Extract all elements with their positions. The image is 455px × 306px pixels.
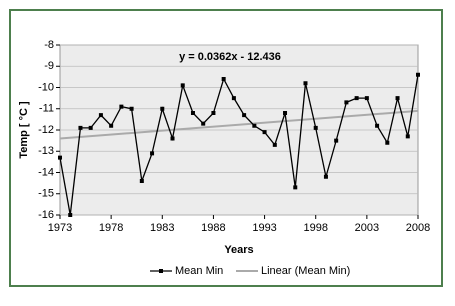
data-point (190, 111, 195, 115)
data-point (129, 106, 134, 111)
data-point (252, 123, 257, 128)
legend-marker (159, 269, 163, 273)
data-point (109, 123, 114, 128)
legend-label: Linear (Mean Min) (261, 265, 350, 277)
y-tick-label: -10 (38, 81, 54, 93)
data-point (395, 96, 400, 101)
data-point (405, 134, 410, 139)
y-tick-label: -11 (39, 103, 54, 115)
data-point (221, 77, 226, 81)
data-point (160, 106, 165, 111)
data-point (119, 104, 124, 109)
data-point (68, 213, 73, 217)
data-point (283, 111, 288, 115)
x-tick-label: 1978 (99, 222, 123, 234)
data-point (262, 130, 267, 135)
legend-label: Mean Min (175, 265, 223, 277)
y-tick-label: -16 (38, 209, 54, 221)
data-point (293, 185, 298, 190)
data-point (416, 72, 420, 77)
equation: y = 0.0362x - 12.436 (179, 51, 281, 63)
data-point (272, 142, 277, 147)
data-point (242, 113, 247, 118)
y-axis-label: Temp [ °C ] (18, 101, 30, 159)
x-tick-label: 2003 (355, 222, 379, 234)
x-tick-label: 1988 (201, 222, 225, 234)
data-point (139, 179, 144, 183)
data-point (98, 113, 103, 118)
trend-line (59, 109, 419, 140)
data-point (364, 96, 369, 101)
data-point (334, 138, 339, 143)
y-tick-label: -15 (38, 188, 54, 200)
data-point (170, 136, 175, 141)
y-tick-label: -14 (38, 166, 54, 178)
x-tick-label: 1973 (48, 222, 72, 234)
x-tick-label: 1993 (252, 222, 276, 234)
data-point (88, 125, 93, 130)
data-point (313, 125, 318, 130)
y-tick-label: -8 (44, 39, 54, 51)
x-tick-label: 2008 (406, 222, 430, 234)
data-point (385, 140, 390, 145)
data-point (211, 111, 216, 115)
data-point (323, 174, 328, 179)
data-point (78, 125, 83, 130)
data-point (58, 155, 62, 160)
x-axis-label: Years (224, 244, 253, 256)
data-point (201, 121, 206, 126)
data-point (180, 83, 185, 88)
data-point (231, 96, 236, 101)
data-point (375, 123, 380, 128)
x-tick-label: 1998 (303, 222, 327, 234)
data-point (150, 151, 155, 156)
data-point (303, 81, 308, 86)
y-tick-label: -9 (44, 60, 54, 72)
y-tick-label: -13 (38, 145, 54, 157)
data-point (344, 100, 349, 105)
data-point (354, 96, 359, 101)
x-tick-label: 1983 (150, 222, 174, 234)
y-tick-label: -12 (38, 124, 54, 136)
